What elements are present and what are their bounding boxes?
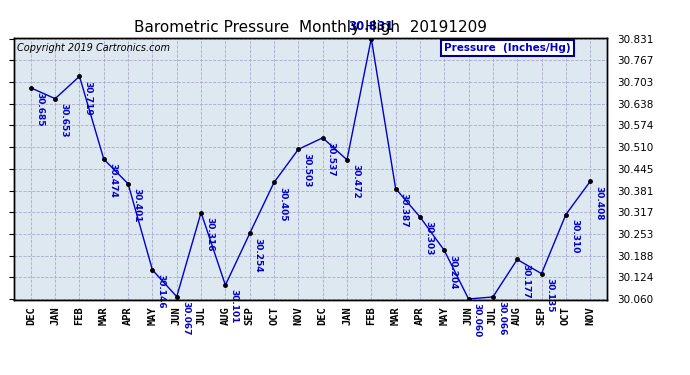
Text: 30.060: 30.060 xyxy=(473,303,482,338)
Text: 30.135: 30.135 xyxy=(546,278,555,312)
Text: 30.685: 30.685 xyxy=(35,92,44,126)
Text: 30.474: 30.474 xyxy=(108,163,117,198)
Text: 30.066: 30.066 xyxy=(497,301,506,336)
Text: 30.408: 30.408 xyxy=(594,186,603,220)
Text: 30.503: 30.503 xyxy=(302,153,311,188)
Text: 30.405: 30.405 xyxy=(278,187,287,221)
Text: 30.101: 30.101 xyxy=(230,289,239,324)
Text: Copyright 2019 Cartronics.com: Copyright 2019 Cartronics.com xyxy=(17,43,170,53)
Text: 30.831: 30.831 xyxy=(348,20,394,33)
Text: 30.303: 30.303 xyxy=(424,221,433,255)
Text: 30.254: 30.254 xyxy=(254,238,263,272)
Text: 30.146: 30.146 xyxy=(157,274,166,309)
Title: Barometric Pressure  Monthly High  20191209: Barometric Pressure Monthly High 2019120… xyxy=(134,20,487,35)
Text: 30.653: 30.653 xyxy=(59,103,68,137)
Text: 30.177: 30.177 xyxy=(522,264,531,298)
Text: 30.310: 30.310 xyxy=(570,219,579,253)
Text: 30.719: 30.719 xyxy=(83,81,92,115)
Text: 30.067: 30.067 xyxy=(181,301,190,335)
Text: 30.316: 30.316 xyxy=(205,217,214,251)
Text: Pressure  (Inches/Hg): Pressure (Inches/Hg) xyxy=(444,43,571,53)
Text: 30.204: 30.204 xyxy=(448,255,457,289)
Text: 30.387: 30.387 xyxy=(400,193,408,227)
Text: 30.537: 30.537 xyxy=(327,142,336,177)
Text: 30.401: 30.401 xyxy=(132,188,141,222)
Text: 30.472: 30.472 xyxy=(351,164,360,199)
